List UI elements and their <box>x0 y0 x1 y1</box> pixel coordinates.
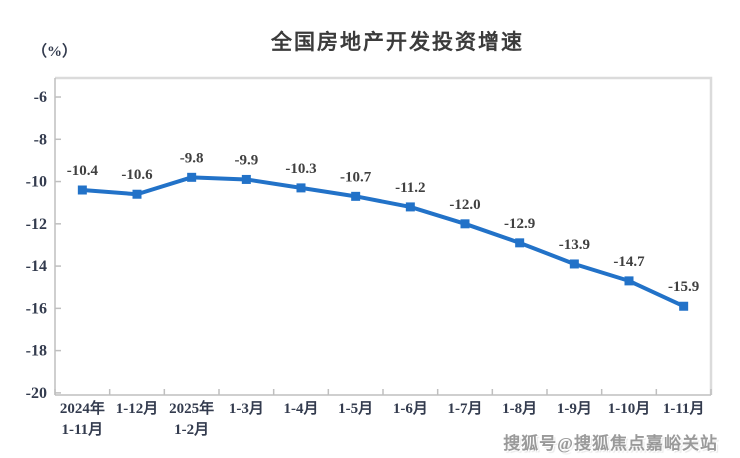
data-point-marker <box>351 191 361 201</box>
x-axis-tick-label: 1-11月 <box>663 400 705 417</box>
x-axis-tick-label: 1-2月 <box>174 421 209 438</box>
data-point-marker <box>296 183 306 193</box>
data-point-marker <box>460 219 470 229</box>
chart-title: 全国房地产开发投资增速 <box>271 31 524 54</box>
x-axis-tick-label: 1-4月 <box>284 400 319 417</box>
data-point-label: -14.7 <box>613 254 645 270</box>
data-point-label: -10.4 <box>67 163 99 179</box>
data-point-marker <box>132 189 142 199</box>
data-point-label: -9.9 <box>234 152 258 168</box>
data-point-marker <box>569 259 579 269</box>
x-axis-tick-label: 1-5月 <box>338 400 373 417</box>
y-axis-tick-label: -10 <box>26 174 47 191</box>
y-axis-tick-label: -20 <box>26 385 47 402</box>
series-line <box>80 175 686 309</box>
x-axis-tick-label: 1-6月 <box>393 400 428 417</box>
x-axis-tick-label: 1-10月 <box>608 400 651 417</box>
plot-border <box>55 76 713 395</box>
data-point-marker <box>187 172 197 182</box>
data-point-marker <box>241 174 251 184</box>
data-point-marker <box>405 202 415 212</box>
y-axis-tick-label: -12 <box>26 216 47 233</box>
x-axis-tick-label: 2024年 <box>60 399 105 417</box>
data-point-label: -9.8 <box>180 150 204 166</box>
data-point-label: -11.2 <box>395 180 425 196</box>
data-point-label: -12.0 <box>449 197 480 213</box>
data-point-marker <box>77 185 87 195</box>
data-point-label: -15.9 <box>668 279 699 295</box>
data-point-label: -10.3 <box>285 161 316 177</box>
y-axis-tick-label: -18 <box>26 343 47 360</box>
data-point-label: -13.9 <box>559 237 590 253</box>
x-axis-tick-label: 1-9月 <box>557 400 592 417</box>
watermark: 搜狐号@搜狐焦点嘉峪关站 <box>503 434 718 453</box>
y-axis-tick-label: -8 <box>34 131 47 148</box>
x-axis-tick-label: 2025年 <box>169 399 214 417</box>
data-point-marker <box>515 238 525 248</box>
y-axis-unit-label: （%） <box>32 44 78 60</box>
y-axis-tick-label: -16 <box>26 300 47 317</box>
x-axis-tick-label: 1-11月 <box>61 421 103 438</box>
data-point-label: -10.6 <box>121 167 153 183</box>
data-point-marker <box>624 276 634 286</box>
x-axis-tick-label: 1-7月 <box>448 400 483 417</box>
x-axis-tick-label: 1-3月 <box>229 400 264 417</box>
data-point-label: -10.7 <box>340 169 372 185</box>
x-axis-tick-label: 1-12月 <box>116 400 159 417</box>
y-axis-tick-label: -14 <box>26 258 47 275</box>
x-axis-tick-label: 1-8月 <box>502 400 537 417</box>
data-point-label: -12.9 <box>504 216 535 232</box>
y-axis-tick-label: -6 <box>34 89 47 106</box>
data-point-marker <box>679 301 689 311</box>
